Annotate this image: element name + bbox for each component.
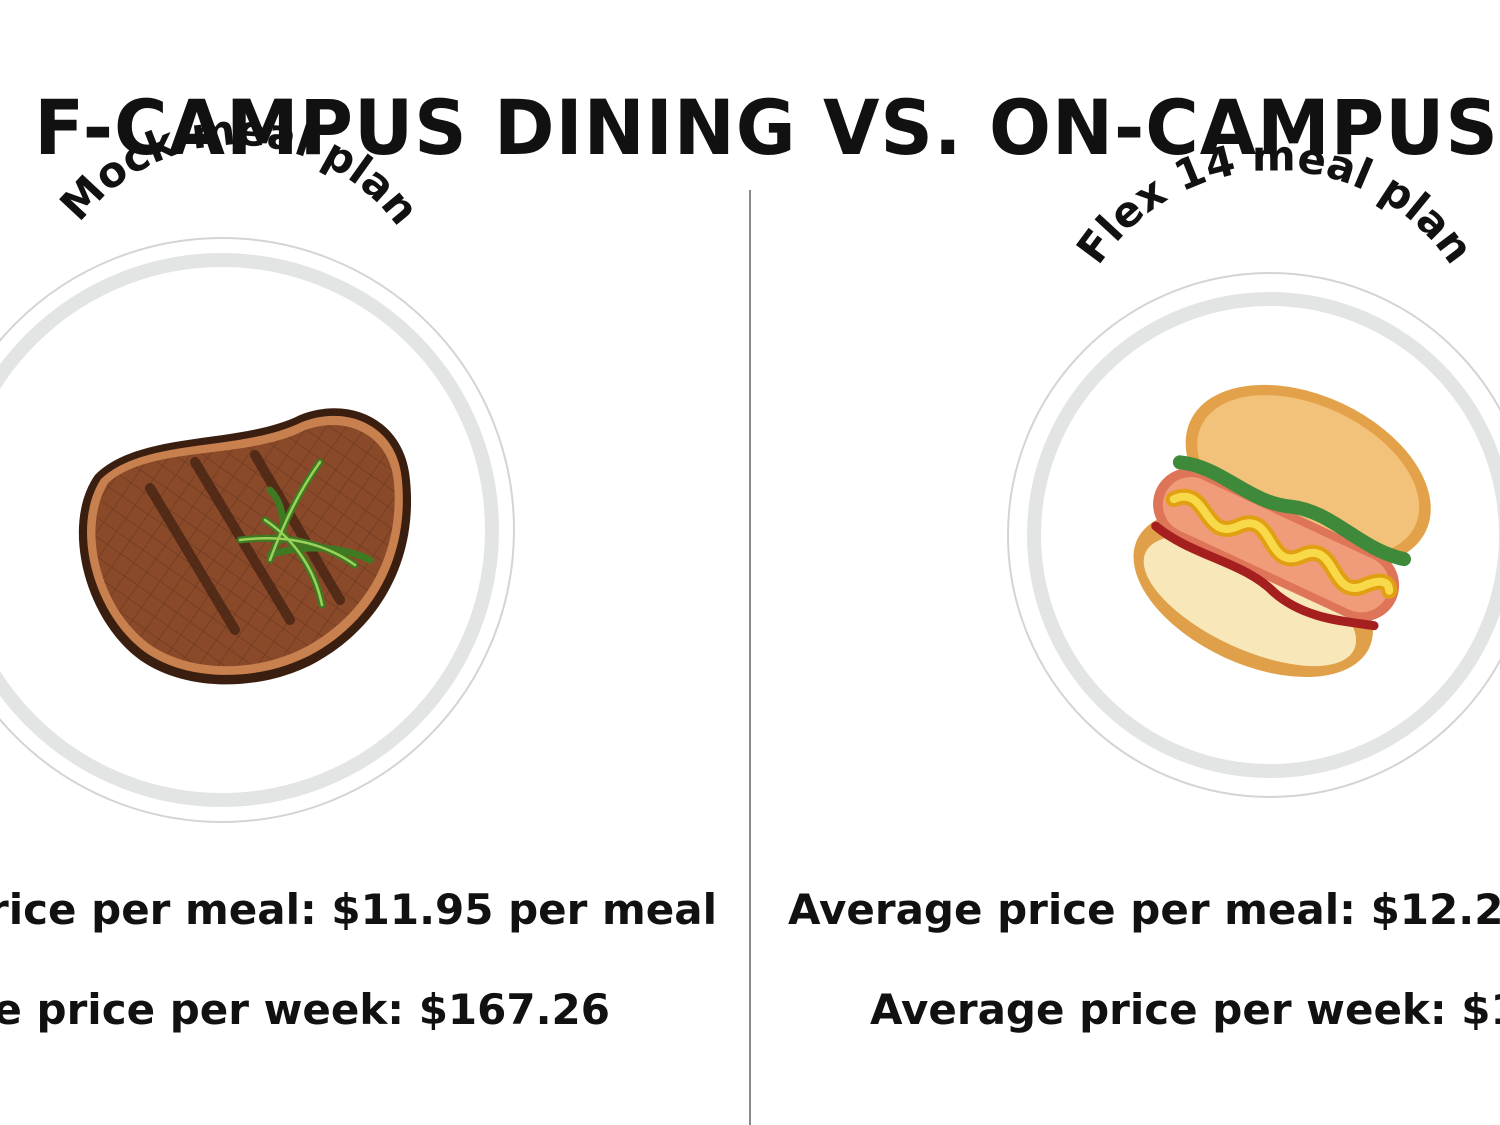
- left-plate: [0, 237, 515, 823]
- right-plan-label-text: Flex 14 meal plan: [1067, 131, 1483, 272]
- right-price-per-week: Average price per week: $1: [870, 985, 1500, 1034]
- right-plan-label: Flex 14 meal plan: [1067, 131, 1483, 272]
- left-plan-label-text: Mock meal plan: [50, 105, 428, 234]
- right-price-per-meal: Average price per meal: $12.24: [788, 885, 1500, 934]
- page-title-text: F-CAMPUS DINING VS. ON-CAMPUS DIN: [34, 88, 1500, 168]
- panel-divider: [749, 190, 751, 1125]
- left-plan-label: Mock meal plan: [50, 105, 428, 234]
- right-plate: [1007, 272, 1500, 798]
- page-title: F-CAMPUS DINING VS. ON-CAMPUS DIN: [0, 88, 1500, 168]
- hotdog-icon: [1133, 384, 1431, 678]
- left-price-per-week: ge price per week: $167.26: [0, 985, 610, 1034]
- left-price-per-meal: price per meal: $11.95 per meal: [0, 885, 717, 934]
- steak-icon: [78, 408, 412, 685]
